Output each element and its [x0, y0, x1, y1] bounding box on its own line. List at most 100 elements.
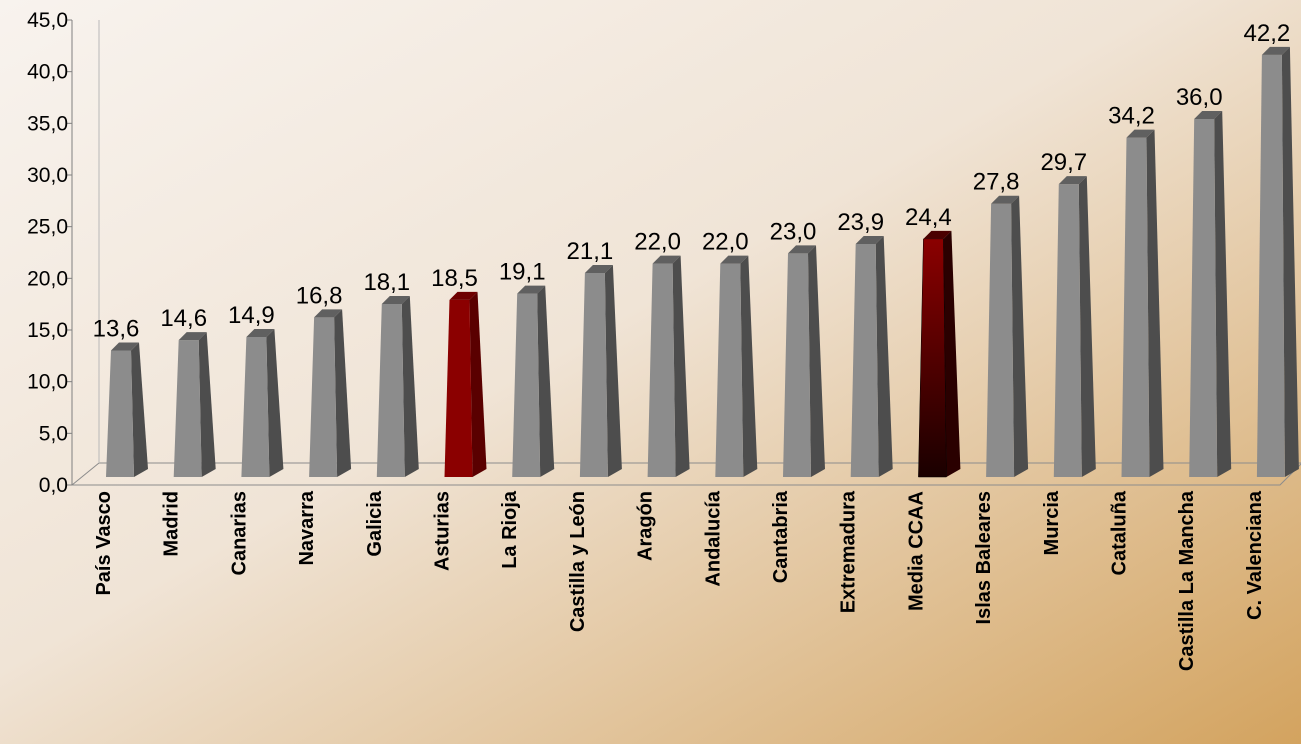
bar-front-face [986, 203, 1015, 477]
x-tick-label: Navarra [296, 490, 318, 565]
bar-top-face [923, 230, 952, 239]
data-label: 24,4 [905, 204, 952, 231]
bar [309, 309, 352, 477]
chart-floor [70, 462, 1301, 486]
bar-side-face [131, 342, 148, 477]
bar-top-face [517, 285, 546, 294]
bar-side-face [1214, 111, 1232, 477]
y-tick-label: 25,0 [27, 216, 68, 239]
bar-side-face [1011, 195, 1029, 477]
x-tick-label: Islas Baleares [973, 491, 995, 624]
bar-side-face [740, 255, 758, 477]
data-label: 18,5 [431, 265, 478, 292]
bar-front-face [647, 263, 676, 477]
bar-top-face [111, 342, 139, 351]
x-tick-label: Media CCAA [905, 491, 927, 611]
bar-front-face [579, 272, 608, 477]
bar-top-face [788, 245, 816, 254]
data-label: 21,1 [567, 238, 614, 265]
x-tick-label: Murcia [1041, 490, 1063, 555]
bar [512, 285, 555, 477]
bar [647, 255, 690, 477]
bar-top-face [1194, 111, 1223, 119]
bar [173, 332, 216, 477]
x-tick-label: Castilla La Mancha [1176, 490, 1198, 671]
data-label: 18,1 [363, 269, 410, 296]
y-tick-label: 10,0 [27, 371, 68, 394]
data-label: 19,1 [499, 259, 546, 286]
data-label: 36,0 [1176, 84, 1223, 111]
y-tick-label: 0,0 [39, 474, 68, 497]
data-label: 14,9 [228, 302, 275, 329]
data-label: 42,2 [1244, 20, 1291, 47]
bar [1053, 176, 1096, 477]
data-label: 16,8 [296, 282, 343, 309]
data-label: 22,0 [634, 229, 681, 256]
bar-front-face [715, 263, 744, 477]
bar [918, 230, 961, 478]
bar-top-face [584, 264, 613, 273]
y-tick-label: 40,0 [27, 61, 68, 84]
bar-side-face [672, 255, 690, 477]
bar-front-face [309, 317, 338, 477]
bar-front-face [783, 253, 811, 477]
bar-side-face [1281, 46, 1299, 477]
x-tick-label: Aragón [635, 491, 657, 561]
bar [1121, 129, 1164, 477]
bar-front-face [1053, 184, 1082, 477]
x-tick-label: Madrid [161, 491, 183, 557]
x-tick-label: C. Valenciana [1244, 490, 1266, 620]
y-tick-label: 5,0 [39, 422, 68, 445]
bar-side-face [334, 309, 352, 477]
bar [241, 329, 284, 477]
x-tick-label: Asturias [432, 491, 454, 571]
data-label: 22,0 [702, 229, 749, 256]
data-label: 34,2 [1108, 103, 1155, 130]
bar-side-face [808, 245, 825, 477]
bar-top-face [1126, 129, 1155, 138]
bar-side-face [469, 291, 487, 477]
bar-front-face [1189, 119, 1218, 477]
x-tick-label: Cantabria [770, 490, 792, 583]
bar-side-face [266, 329, 284, 477]
data-label: 23,0 [770, 218, 817, 245]
bar-side-face [401, 295, 419, 477]
y-tick-label: 30,0 [27, 164, 68, 187]
bar [986, 195, 1029, 477]
y-tick-label: 20,0 [27, 267, 68, 290]
bar-side-face [875, 236, 893, 477]
data-label: 29,7 [1040, 149, 1087, 176]
data-label: 27,8 [973, 169, 1020, 196]
bar-side-face [1146, 129, 1164, 477]
bar [106, 342, 148, 477]
bar [715, 255, 758, 477]
x-tick-label: La Rioja [499, 490, 521, 569]
bar-side-face [943, 230, 961, 477]
bar-front-face [444, 299, 473, 477]
bar [783, 245, 825, 477]
bar [579, 264, 622, 477]
x-tick-label: Andalucía [702, 490, 724, 586]
y-tick-label: 45,0 [27, 9, 68, 32]
bar [850, 236, 893, 477]
data-label: 23,9 [837, 209, 884, 236]
x-tick-label: Cataluña [1109, 490, 1131, 575]
bar-front-face [918, 238, 947, 478]
bar-top-face [1058, 176, 1087, 185]
bar-side-face [604, 264, 622, 477]
y-tick-label: 15,0 [27, 319, 68, 342]
bar [444, 291, 487, 477]
bar-side-face [537, 285, 555, 477]
bar-top-face [652, 255, 681, 264]
bar-front-face [1256, 54, 1285, 477]
bar-top-face [449, 291, 478, 300]
bar-top-face [246, 329, 275, 338]
bar-top-face [720, 255, 749, 264]
bar-front-face [512, 293, 541, 477]
bar-front-face [850, 244, 879, 477]
bar-top-face [314, 309, 343, 318]
bar-front-face [241, 337, 270, 477]
bar-top-face [855, 236, 884, 245]
x-tick-label: Galicia [364, 490, 386, 556]
